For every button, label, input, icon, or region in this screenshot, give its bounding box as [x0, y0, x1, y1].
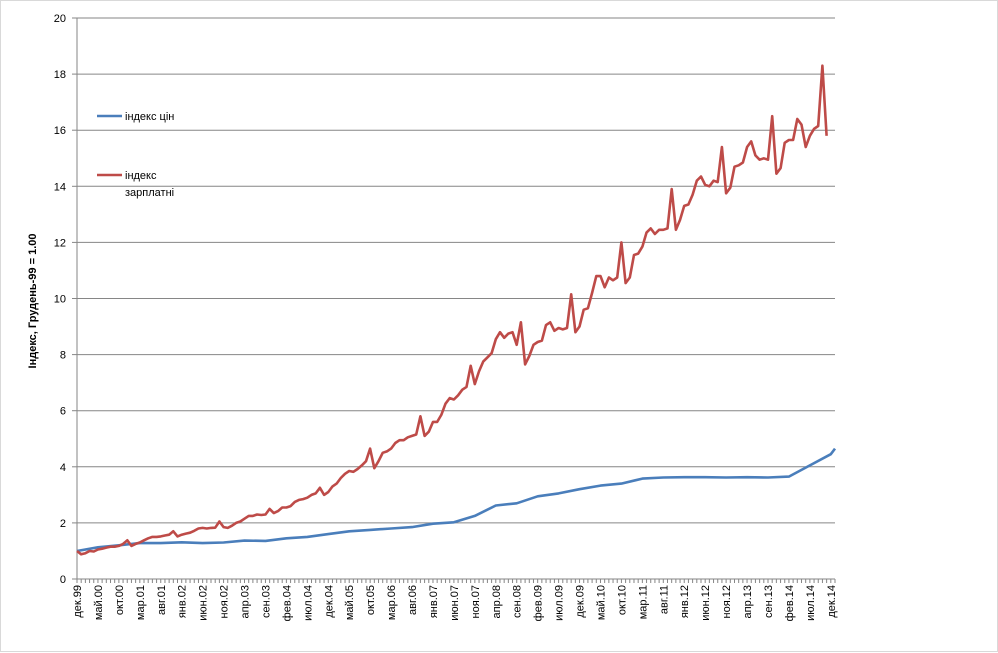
y-tick-label: 10 — [54, 294, 66, 306]
legend-label-price: індекс цін — [125, 111, 174, 123]
x-tick-label: дек.99 — [72, 585, 84, 618]
x-tick-label: ноя.07 — [470, 585, 482, 618]
x-tick-label: май.10 — [595, 585, 607, 620]
y-axis-label: Індекс, Грудень-99 = 1.00 — [27, 234, 39, 369]
x-tick-label: июн.07 — [449, 585, 461, 621]
y-tick-labels: 0 2 4 6 8 10 12 14 16 18 20 — [54, 13, 66, 586]
y-tick-label: 12 — [54, 237, 66, 249]
legend: індекс цін індекс зарплатні — [97, 111, 174, 199]
x-tick-label: ноя.12 — [721, 585, 733, 618]
x-tick-label: янв.12 — [679, 585, 691, 618]
y-tick-label: 14 — [54, 181, 66, 193]
x-tick-label: июл.04 — [302, 585, 314, 621]
x-tick-label: мар.11 — [637, 585, 649, 619]
y-tick-label: 4 — [60, 462, 66, 474]
x-tick-label: мар.01 — [135, 585, 147, 620]
x-tick-label: май.00 — [93, 585, 105, 620]
x-tick-label: фев.04 — [281, 585, 293, 621]
x-tick-label: авг.01 — [156, 585, 168, 615]
x-tick-label: ноя.02 — [219, 585, 231, 618]
y-tick-label: 6 — [60, 406, 66, 418]
x-tick-label: окт.00 — [114, 585, 126, 615]
y-tick-label: 0 — [60, 574, 66, 586]
x-tick-label: июн.02 — [198, 585, 210, 621]
x-tick-label: янв.02 — [177, 585, 189, 618]
x-tick-label: июл.14 — [805, 585, 817, 621]
x-tick-label: мар.06 — [386, 585, 398, 620]
x-tick-label: апр.08 — [491, 585, 503, 618]
y-tick-label: 16 — [54, 125, 66, 137]
x-tick-label: апр.13 — [742, 585, 754, 618]
x-tick-label: фев.14 — [784, 585, 796, 621]
x-tick-label: май.05 — [344, 585, 356, 620]
x-tick-label: фев.09 — [533, 585, 545, 621]
x-tick-label: авг.11 — [658, 585, 670, 614]
x-tick-label: июн.12 — [700, 585, 712, 621]
series-line-price-index — [76, 447, 837, 553]
axes — [72, 17, 836, 583]
x-tick-label: янв.07 — [428, 585, 440, 618]
legend-label-wage-line2: зарплатні — [125, 187, 174, 199]
legend-label-wage-line1: індекс — [125, 170, 157, 182]
x-tick-label: окт.10 — [616, 585, 628, 615]
x-tick-label: сен.13 — [763, 585, 775, 618]
x-tick-label: сен.03 — [260, 585, 272, 618]
x-tick-label: дек.09 — [575, 585, 587, 618]
y-tick-label: 2 — [60, 518, 66, 530]
x-tick-label: апр.03 — [240, 585, 252, 618]
y-tick-label: 18 — [54, 69, 66, 81]
x-tick-label: авг.06 — [407, 585, 419, 615]
x-tick-label: сен.08 — [512, 585, 524, 618]
y-tick-label: 20 — [54, 13, 66, 25]
x-tick-label: дек.14 — [826, 585, 838, 618]
x-tick-label: окт.05 — [365, 585, 377, 615]
series-line-wage-index — [76, 64, 828, 556]
series-lines — [76, 64, 837, 556]
x-tick-labels: дек.99 май.00 окт.00 мар.01 авг.01 янв.02 июн.… — [72, 585, 838, 621]
x-tick-label: июл.09 — [554, 585, 566, 621]
x-tick-label: дек.04 — [323, 585, 335, 618]
gridlines — [77, 17, 835, 524]
y-tick-label: 8 — [60, 350, 66, 362]
